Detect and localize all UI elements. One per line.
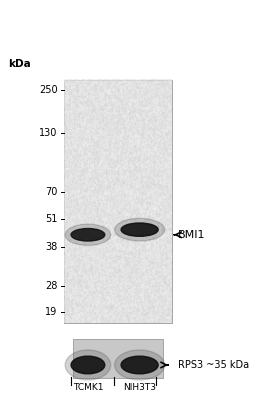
Text: NIH3T3: NIH3T3 (123, 383, 156, 392)
Text: 51: 51 (45, 214, 58, 224)
Ellipse shape (115, 350, 165, 380)
Ellipse shape (121, 356, 158, 374)
Text: BMI1: BMI1 (178, 230, 205, 240)
Text: 130: 130 (39, 128, 58, 138)
Text: 19: 19 (45, 307, 58, 317)
Text: TCMK1: TCMK1 (73, 383, 103, 392)
Ellipse shape (71, 228, 105, 241)
FancyBboxPatch shape (73, 339, 163, 378)
Text: RPS3 ~35 kDa: RPS3 ~35 kDa (178, 360, 249, 370)
Text: 250: 250 (39, 85, 58, 95)
Ellipse shape (115, 218, 165, 241)
FancyBboxPatch shape (64, 80, 172, 323)
Text: 28: 28 (45, 281, 58, 291)
Text: kDa: kDa (8, 59, 31, 69)
Ellipse shape (71, 356, 105, 374)
Ellipse shape (121, 223, 158, 236)
Ellipse shape (65, 350, 111, 380)
Text: 38: 38 (45, 241, 58, 252)
Text: 70: 70 (45, 186, 58, 197)
Ellipse shape (65, 224, 111, 245)
